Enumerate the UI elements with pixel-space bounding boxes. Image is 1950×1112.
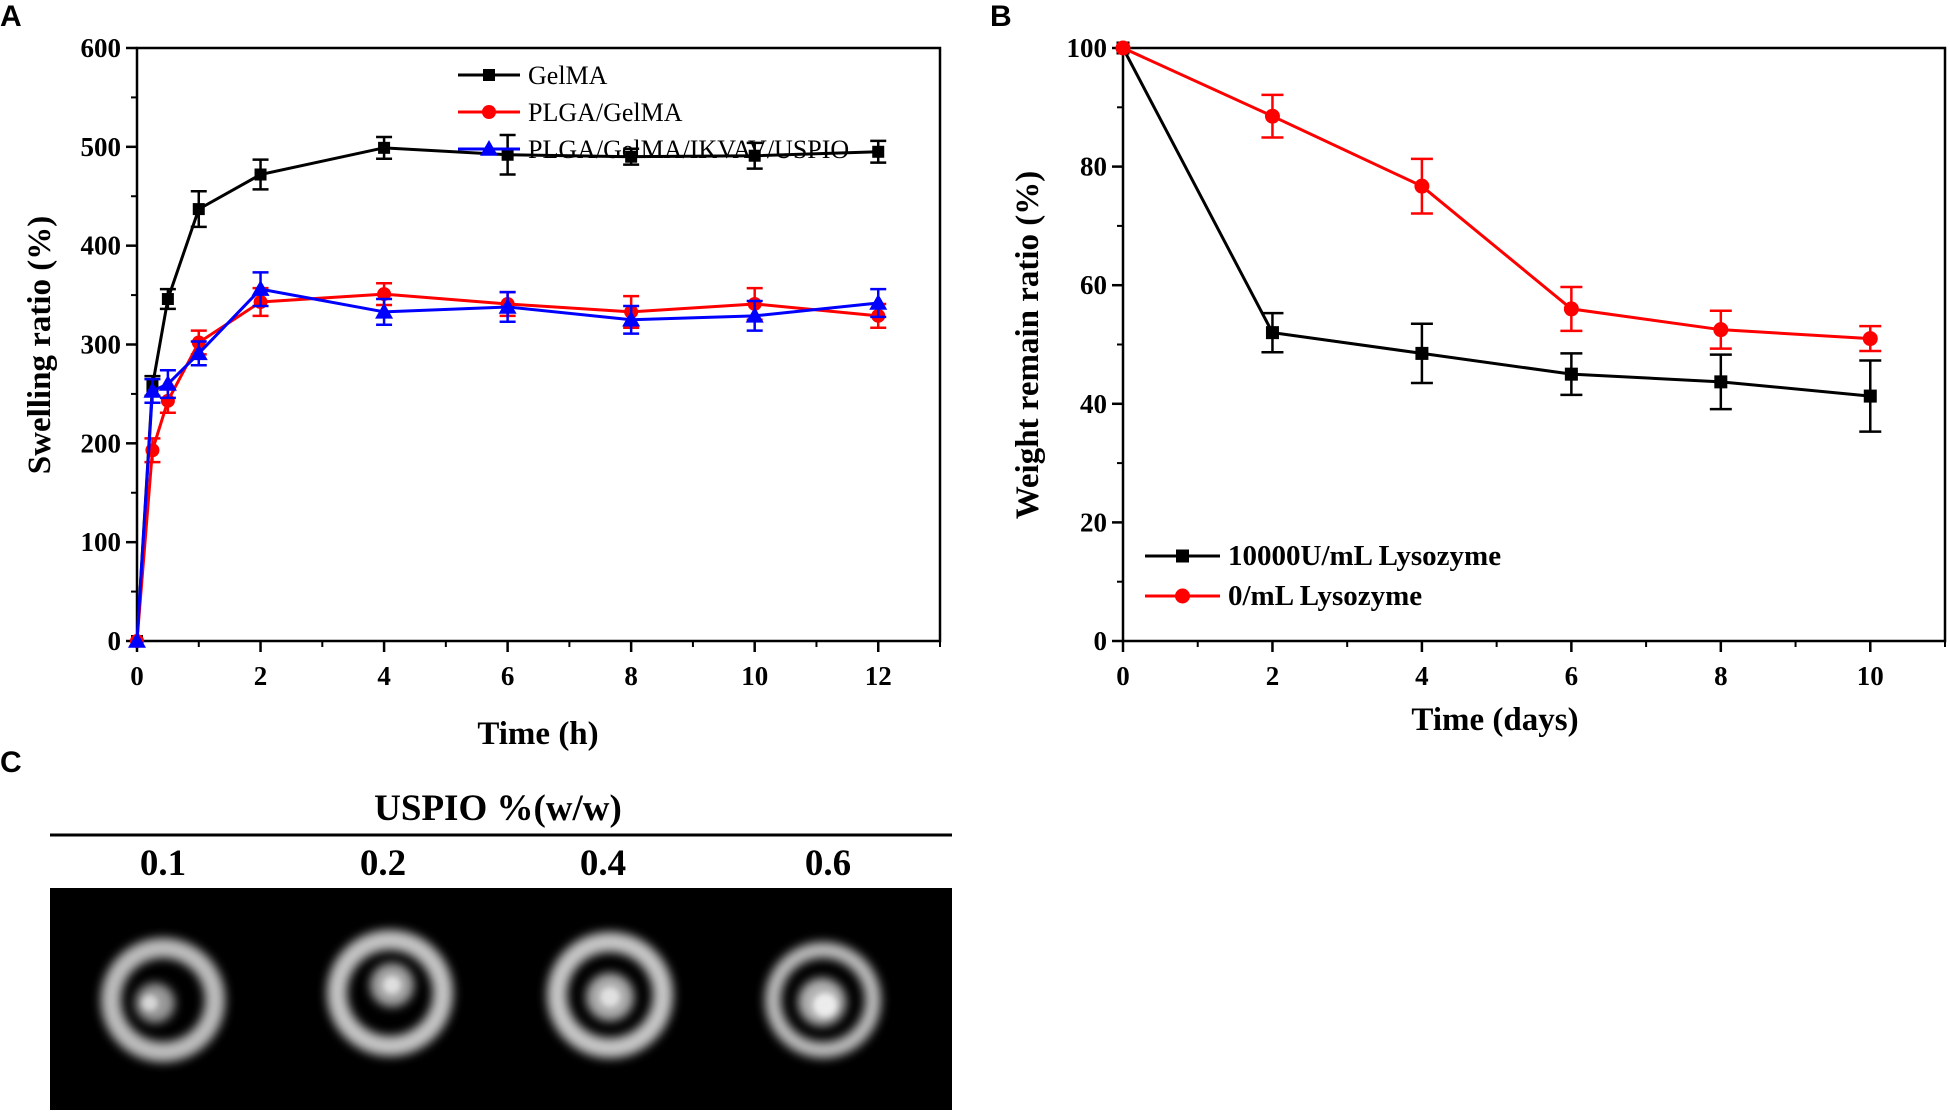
x-tick-label: 2 — [1266, 661, 1280, 691]
legend: GelMA PLGA/GelMA PLGA/GelMA/IKVAV/USPIO — [458, 61, 849, 164]
y-tick-label: 20 — [1080, 507, 1107, 537]
y-tick-label: 100 — [81, 527, 122, 557]
y-tick-label: 200 — [81, 428, 122, 458]
mri-label-3: 0.6 — [805, 843, 851, 884]
x-tick-label: 8 — [624, 661, 638, 691]
legend-label: PLGA/GelMA — [528, 98, 683, 127]
panel-letter-c: C — [0, 746, 22, 779]
data-point — [1713, 322, 1729, 338]
data-point — [1264, 108, 1280, 124]
data-point — [745, 306, 764, 323]
data-point — [625, 150, 638, 163]
data-point — [501, 148, 514, 161]
data-point — [1863, 389, 1877, 403]
mri-label-1: 0.2 — [360, 843, 406, 884]
data-point — [872, 145, 885, 158]
y-tick-label: 40 — [1080, 389, 1107, 419]
data-point — [1564, 367, 1578, 381]
mri-title: USPIO %(w/w) — [374, 788, 622, 829]
x-tick-label: 4 — [1415, 661, 1429, 691]
data-point — [869, 293, 888, 310]
x-tick-label: 6 — [501, 661, 515, 691]
y-tick-label: 400 — [81, 231, 122, 261]
legend-label: PLGA/GelMA/IKVAV/USPIO — [528, 135, 849, 164]
mri-sample-1 — [327, 930, 453, 1056]
y-tick-label: 80 — [1080, 152, 1107, 182]
x-tick-label: 10 — [1857, 661, 1884, 691]
data-point — [189, 344, 208, 361]
mri-panel: USPIO %(w/w) 0.1 0.2 0.4 0.6 — [50, 788, 952, 1110]
x-tick-label: 6 — [1565, 661, 1579, 691]
panel-letter-a: A — [0, 0, 22, 33]
x-tick-label: 10 — [741, 661, 768, 691]
series-plga-gelma-ikvav-uspio — [128, 271, 888, 648]
data-point — [143, 381, 162, 398]
data-point — [748, 149, 761, 162]
legend-marker — [1175, 588, 1190, 604]
series-10000u-ml-lysozyme — [1116, 41, 1882, 433]
mri-label-0: 0.1 — [140, 843, 186, 884]
mri-sample-0 — [101, 938, 225, 1062]
data-point — [128, 632, 146, 648]
legend-label: 0/mL Lysozyme — [1228, 580, 1422, 612]
y-axis-title: Swelling ratio (%) — [22, 216, 58, 474]
y-axis-title: Weight remain ratio (%) — [1010, 171, 1046, 520]
y-tick-label: 300 — [81, 330, 122, 360]
series-gelma — [131, 133, 887, 647]
legend-marker — [1176, 549, 1189, 563]
x-tick-label: 12 — [865, 661, 892, 691]
data-point — [378, 141, 391, 154]
y-tick-label: 0 — [108, 626, 122, 656]
x-axis-title: Time (days) — [1411, 702, 1578, 738]
x-axis-title: Time (h) — [477, 716, 598, 752]
series-line — [135, 146, 879, 642]
x-tick-label: 0 — [130, 661, 144, 691]
data-point — [1265, 326, 1279, 340]
y-tick-label: 500 — [81, 132, 122, 162]
mri-label-2: 0.4 — [580, 843, 626, 884]
data-point — [375, 302, 394, 319]
data-point — [1115, 40, 1131, 56]
swelling-ratio-chart: 0 2 4 6 8 10 12 0 100 200 300 400 500 600 GelMA PLGA/G… — [22, 33, 942, 752]
data-point — [377, 287, 392, 302]
y-tick-label: 600 — [81, 33, 122, 63]
data-point — [1563, 301, 1579, 317]
data-point — [254, 168, 267, 181]
legend-label: 10000U/mL Lysozyme — [1228, 540, 1501, 572]
data-point — [158, 375, 177, 391]
series-line — [135, 287, 879, 642]
series-plga-gelma — [130, 281, 887, 648]
legend: 10000U/mL Lysozyme 0/mL Lysozyme — [1145, 540, 1501, 612]
mri-sample-3 — [765, 942, 881, 1058]
legend-label: GelMA — [528, 61, 608, 90]
legend-marker — [482, 105, 496, 119]
data-point — [1714, 375, 1728, 389]
x-tick-label: 2 — [254, 661, 268, 691]
x-tick-label: 8 — [1714, 661, 1728, 691]
data-point — [622, 310, 641, 327]
panel-letter-b: B — [990, 0, 1012, 33]
x-tick-label: 4 — [377, 661, 391, 691]
series-line — [135, 292, 879, 642]
y-tick-label: 60 — [1080, 270, 1107, 300]
legend-marker — [483, 69, 495, 81]
data-point — [498, 297, 517, 314]
data-point — [192, 203, 205, 216]
data-point — [1415, 346, 1429, 360]
series-line — [1122, 46, 1871, 341]
data-point — [161, 293, 174, 306]
x-tick-label: 0 — [1116, 661, 1130, 691]
legend-marker — [480, 140, 498, 156]
mri-sample-2 — [547, 932, 673, 1058]
data-point — [251, 280, 270, 296]
data-point — [1862, 331, 1878, 347]
series-line — [1121, 47, 1871, 398]
series-0-ml-lysozyme — [1115, 40, 1882, 353]
y-tick-label: 0 — [1094, 626, 1108, 656]
data-point — [1414, 178, 1430, 194]
y-tick-label: 100 — [1067, 33, 1108, 63]
